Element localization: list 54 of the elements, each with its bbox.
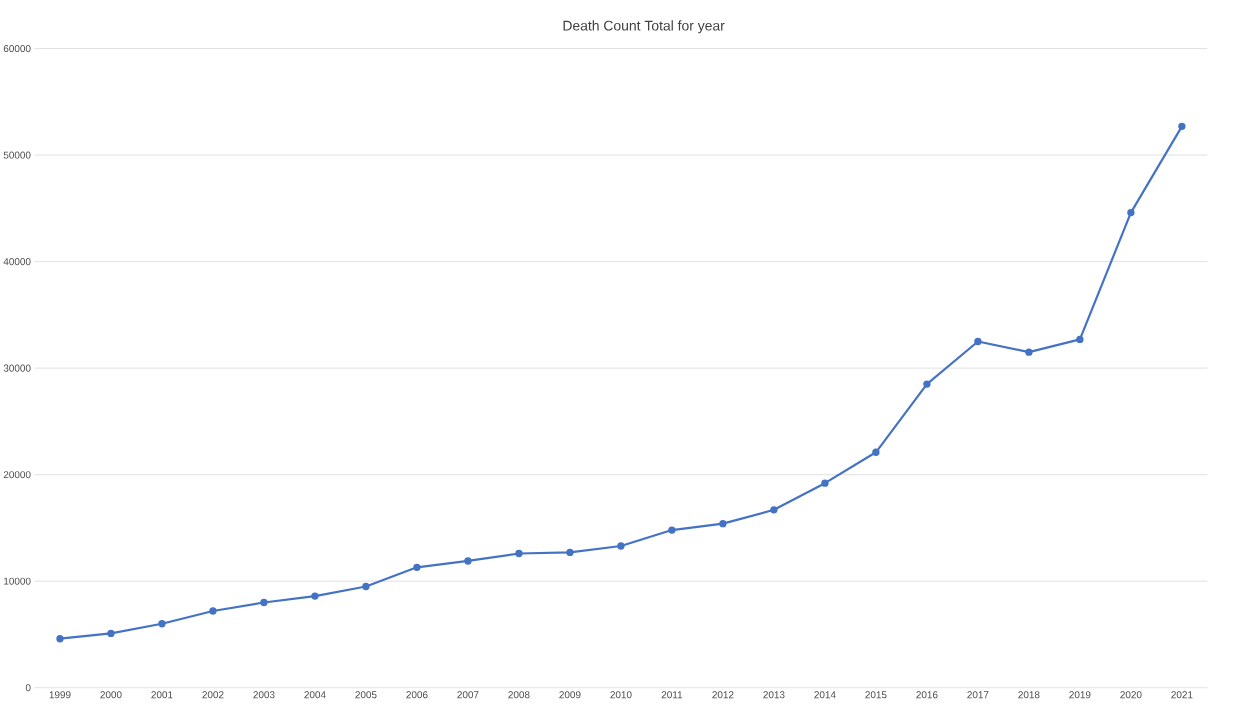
point — [1178, 122, 1186, 131]
point — [821, 479, 829, 488]
x-tick-label: 2021 — [1171, 691, 1193, 699]
x-tick-label: 2018 — [1018, 691, 1040, 699]
x-tick-label: 2012 — [712, 691, 734, 699]
x-tick-label: 2020 — [1120, 691, 1142, 699]
x-tick-label: 2005 — [355, 691, 377, 699]
y-tick-label: 20000 — [3, 471, 31, 479]
x-tick-label: 2004 — [304, 691, 326, 699]
x-tick-label: 2009 — [559, 691, 581, 699]
x-tick-label: 2002 — [202, 691, 224, 699]
x-tick-label: 2001 — [151, 691, 173, 699]
y-tick-label: 10000 — [4, 577, 31, 585]
y-tick-label: 50000 — [3, 151, 31, 159]
y-tick-label: 0 — [25, 684, 31, 692]
point — [566, 548, 574, 557]
y-tick-label: 40000 — [3, 258, 31, 266]
point — [515, 549, 523, 558]
point — [107, 629, 115, 638]
x-tick-label: 2006 — [406, 691, 428, 699]
point — [668, 526, 676, 534]
x-tick-label: 2015 — [865, 691, 887, 699]
x-tick-label: 2003 — [253, 691, 275, 699]
y-tick-label: 60000 — [3, 45, 31, 53]
x-tick-label: 2000 — [100, 691, 122, 699]
point — [770, 506, 778, 514]
point — [923, 380, 931, 388]
point — [158, 620, 166, 628]
point — [1076, 335, 1084, 344]
point — [872, 448, 880, 457]
x-tick-label: 2019 — [1069, 691, 1091, 699]
x-tick-label: 2011 — [661, 691, 683, 699]
x-tick-label: 2007 — [457, 691, 479, 699]
x-tick-label: 2010 — [610, 691, 632, 699]
point — [1025, 348, 1033, 356]
point — [260, 598, 268, 607]
point — [362, 582, 370, 591]
point — [464, 557, 472, 565]
point — [1127, 209, 1135, 217]
x-tick-label: 2014 — [814, 691, 836, 699]
point — [209, 607, 217, 615]
point — [974, 337, 982, 346]
x-tick-label: 2013 — [763, 691, 785, 699]
x-tick-label: 2017 — [967, 691, 989, 699]
point — [617, 542, 625, 550]
point — [56, 635, 64, 643]
y-tick-label: 30000 — [3, 364, 31, 372]
chart-title: Death Count Total for year — [563, 20, 725, 34]
x-tick-label: 1999 — [49, 691, 71, 699]
point — [311, 592, 319, 600]
point — [719, 520, 727, 528]
x-tick-label: 2016 — [916, 691, 938, 699]
x-tick-label: 2008 — [508, 691, 530, 699]
point — [413, 563, 421, 572]
